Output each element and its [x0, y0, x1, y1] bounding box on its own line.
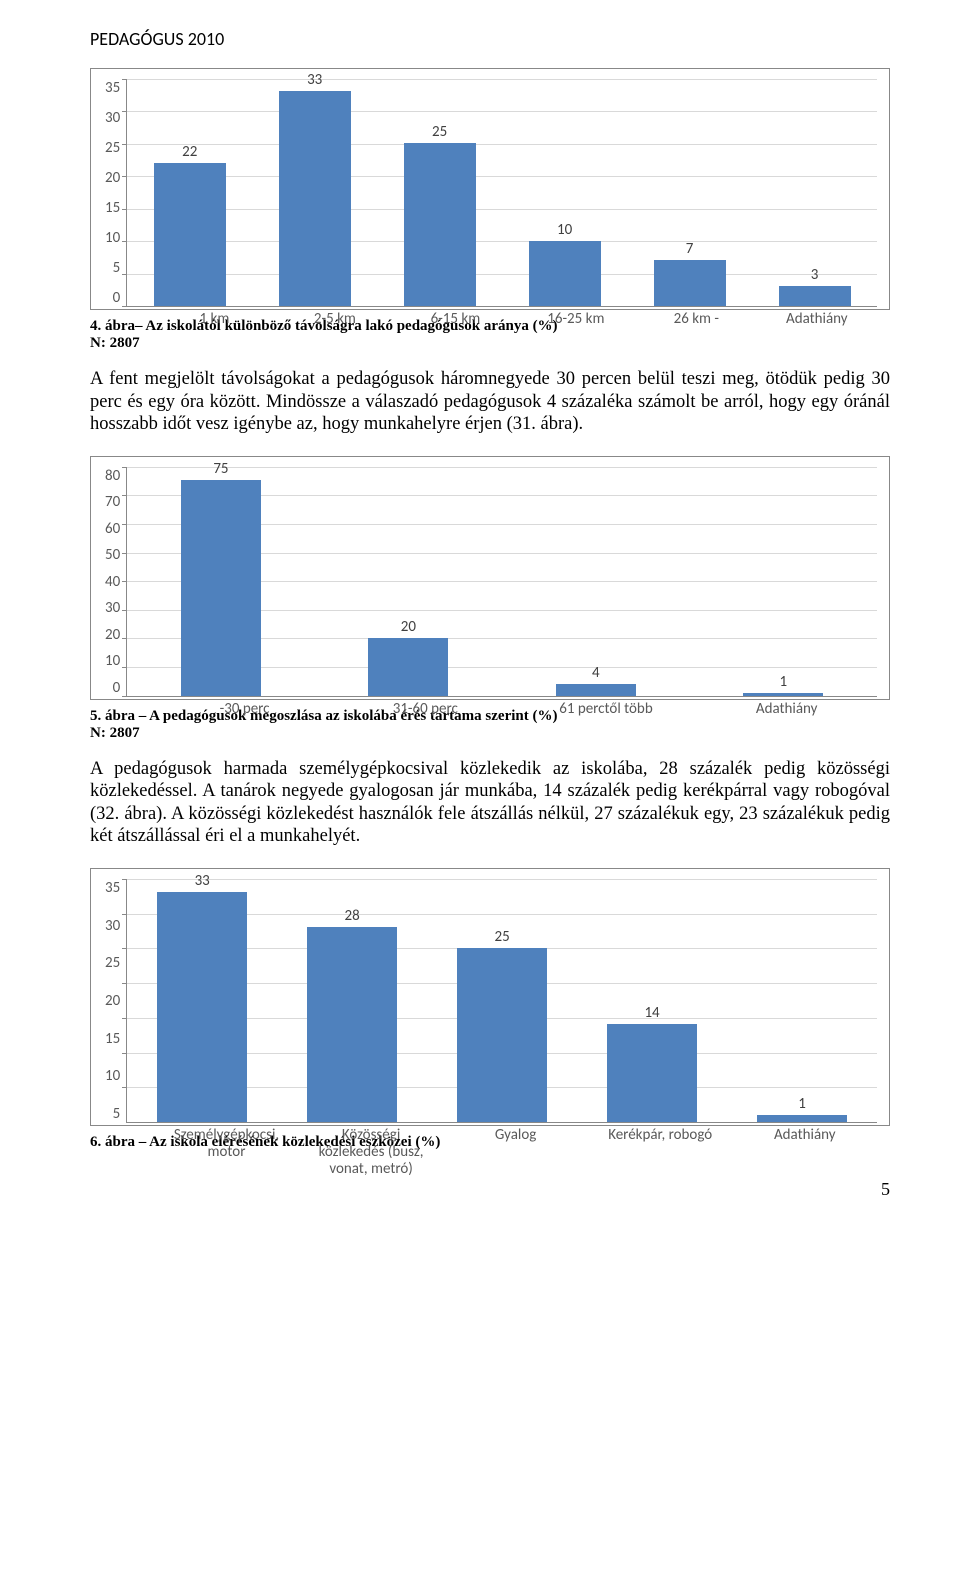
- bar-slot: 22: [127, 143, 252, 306]
- chart1-caption-sub: N: 2807: [90, 335, 890, 352]
- xtick-label: Személygépkocsi,motor: [154, 1127, 299, 1179]
- bar-value-label: 28: [345, 907, 360, 925]
- ytick-label: 30: [105, 599, 120, 617]
- bar: [757, 1115, 847, 1122]
- bar-slot: 7: [627, 240, 752, 306]
- xtick-label: Adathiány: [696, 701, 877, 718]
- ytick-label: 10: [105, 229, 120, 247]
- xtick-label: 16-25 km: [516, 311, 636, 328]
- bar-value-label: 33: [307, 71, 322, 89]
- bar: [181, 480, 261, 696]
- bar-value-label: 3: [811, 266, 819, 284]
- bar-slot: 20: [315, 618, 502, 696]
- bar-value-label: 33: [195, 872, 210, 890]
- bar-slot: 4: [502, 664, 689, 696]
- xtick-label: 6-15 km: [395, 311, 515, 328]
- page-number: 5: [90, 1179, 890, 1200]
- chart2: 80706050403020100 752041 -30 perc31-60 p…: [90, 456, 890, 700]
- bar-slot: 1: [690, 673, 877, 696]
- chart1-plot: 2233251073: [126, 79, 877, 307]
- xtick-label: Adathiány: [757, 311, 877, 328]
- chart2-caption-sub: N: 2807: [90, 725, 890, 742]
- ytick-label: 25: [105, 139, 120, 157]
- ytick-label: 5: [113, 259, 121, 277]
- bar-slot: 1: [727, 1095, 877, 1122]
- bar-value-label: 22: [182, 143, 197, 161]
- bar-value-label: 1: [780, 673, 788, 691]
- bar: [743, 693, 823, 696]
- ytick-label: 0: [113, 289, 121, 307]
- ytick-label: 50: [105, 546, 120, 564]
- bar-value-label: 75: [213, 460, 228, 478]
- bar-slot: 33: [252, 71, 377, 306]
- bar-value-label: 25: [432, 123, 447, 141]
- bar-slot: 25: [427, 928, 577, 1122]
- bar-value-label: 10: [557, 221, 572, 239]
- ytick-label: 40: [105, 573, 120, 591]
- ytick-label: 20: [105, 169, 120, 187]
- ytick-label: 0: [113, 679, 121, 697]
- paragraph-2: A pedagógusok harmada személygépkocsival…: [90, 758, 890, 848]
- bar-value-label: 4: [592, 664, 600, 682]
- bar-value-label: 25: [494, 928, 509, 946]
- ytick-label: 10: [105, 1067, 120, 1085]
- ytick-label: 5: [113, 1105, 121, 1123]
- bar-slot: 3: [752, 266, 877, 306]
- bar: [607, 1024, 697, 1122]
- chart1-xaxis: 1 km2-5 km6-15 km16-25 km26 km -Adathián…: [126, 311, 877, 328]
- bar: [157, 892, 247, 1122]
- xtick-label: Gyalog: [443, 1127, 588, 1179]
- bar-value-label: 1: [798, 1095, 806, 1113]
- bar: [154, 163, 226, 306]
- page-header: PEDAGÓGUS 2010: [90, 28, 890, 50]
- xtick-label: Kerékpár, robogó: [588, 1127, 733, 1179]
- xtick-label: Adathiány: [732, 1127, 877, 1179]
- chart1: 35302520151050 2233251073 1 km2-5 km6-15…: [90, 68, 890, 310]
- xtick-label: 2-5 km: [275, 311, 395, 328]
- xtick-label: 26 km -: [636, 311, 756, 328]
- bar-slot: 10: [502, 221, 627, 306]
- ytick-label: 15: [105, 199, 120, 217]
- ytick-label: 25: [105, 954, 120, 972]
- bar-slot: 25: [377, 123, 502, 306]
- ytick-label: 20: [105, 992, 120, 1010]
- bar: [654, 260, 726, 306]
- xtick-label: 31-60 perc: [335, 701, 516, 718]
- bar-slot: 14: [577, 1004, 727, 1122]
- bar-value-label: 14: [644, 1004, 659, 1022]
- xtick-label: Közösségiközlekedés (busz,vonat, metró): [299, 1127, 444, 1179]
- bar: [368, 638, 448, 696]
- chart3-xaxis: Személygépkocsi,motorKözösségiközlekedés…: [126, 1127, 877, 1179]
- ytick-label: 20: [105, 626, 120, 644]
- ytick-label: 35: [105, 79, 120, 97]
- bar-value-label: 7: [686, 240, 694, 258]
- bar-value-label: 20: [401, 618, 416, 636]
- bar: [457, 948, 547, 1122]
- ytick-label: 35: [105, 879, 120, 897]
- ytick-label: 70: [105, 493, 120, 511]
- xtick-label: 61 perctől több: [516, 701, 697, 718]
- bar: [307, 927, 397, 1122]
- chart2-plot: 752041: [126, 467, 877, 697]
- bar: [779, 286, 851, 306]
- bar: [279, 91, 351, 306]
- bar-slot: 33: [127, 872, 277, 1122]
- ytick-label: 10: [105, 652, 120, 670]
- chart3-plot: 332825141: [126, 879, 877, 1123]
- ytick-label: 60: [105, 520, 120, 538]
- chart2-xaxis: -30 perc31-60 perc61 perctől többAdathiá…: [126, 701, 877, 718]
- ytick-label: 30: [105, 917, 120, 935]
- bar-slot: 28: [277, 907, 427, 1122]
- xtick-label: -30 perc: [154, 701, 335, 718]
- bar-slot: 75: [127, 460, 314, 696]
- ytick-label: 30: [105, 109, 120, 127]
- ytick-label: 15: [105, 1030, 120, 1048]
- chart3: 3530252015105 332825141 Személygépkocsi,…: [90, 868, 890, 1126]
- ytick-label: 80: [105, 467, 120, 485]
- xtick-label: 1 km: [154, 311, 274, 328]
- paragraph-1: A fent megjelölt távolságokat a pedagógu…: [90, 368, 890, 436]
- bar: [556, 684, 636, 696]
- bar: [404, 143, 476, 306]
- bar: [529, 241, 601, 306]
